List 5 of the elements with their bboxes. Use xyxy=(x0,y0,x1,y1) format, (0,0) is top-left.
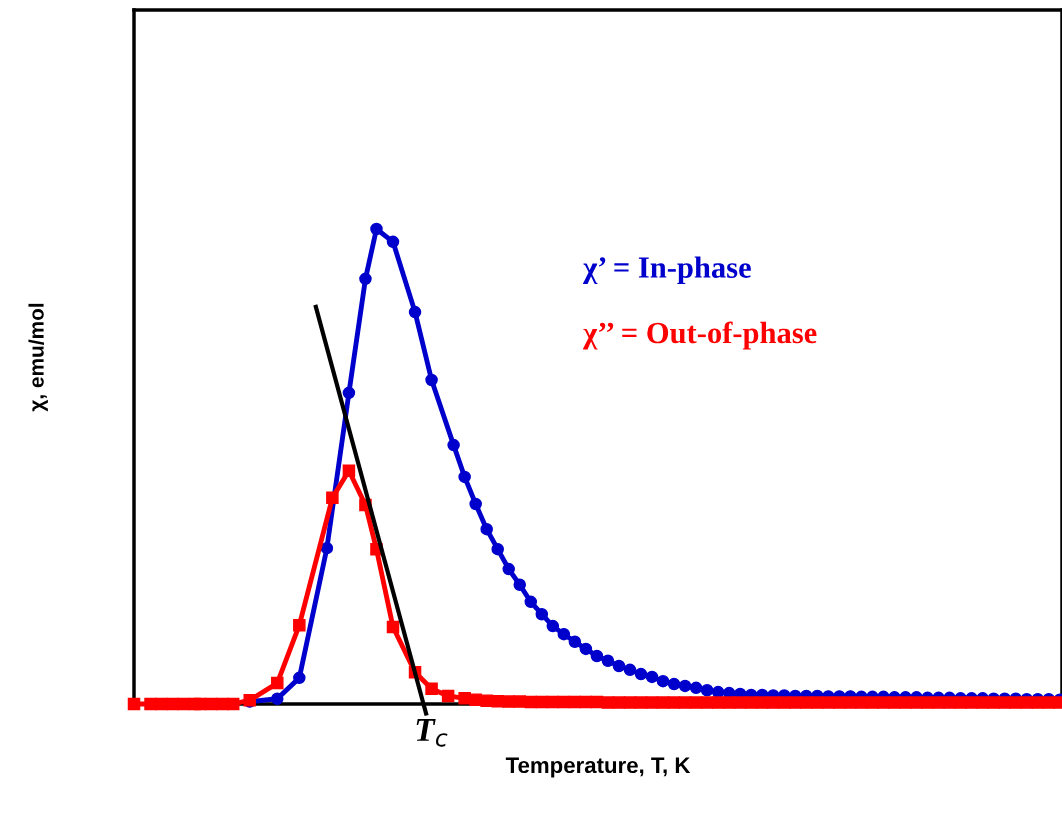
text: χ’ = In-phase xyxy=(583,256,751,285)
text: T$_{c}$ xyxy=(416,719,448,747)
y-axis-title: χ, emu/mol xyxy=(28,303,48,412)
x-axis-title: Temperature, T, K xyxy=(505,757,691,778)
text: χ’’ = Out-of-phase xyxy=(583,321,817,350)
